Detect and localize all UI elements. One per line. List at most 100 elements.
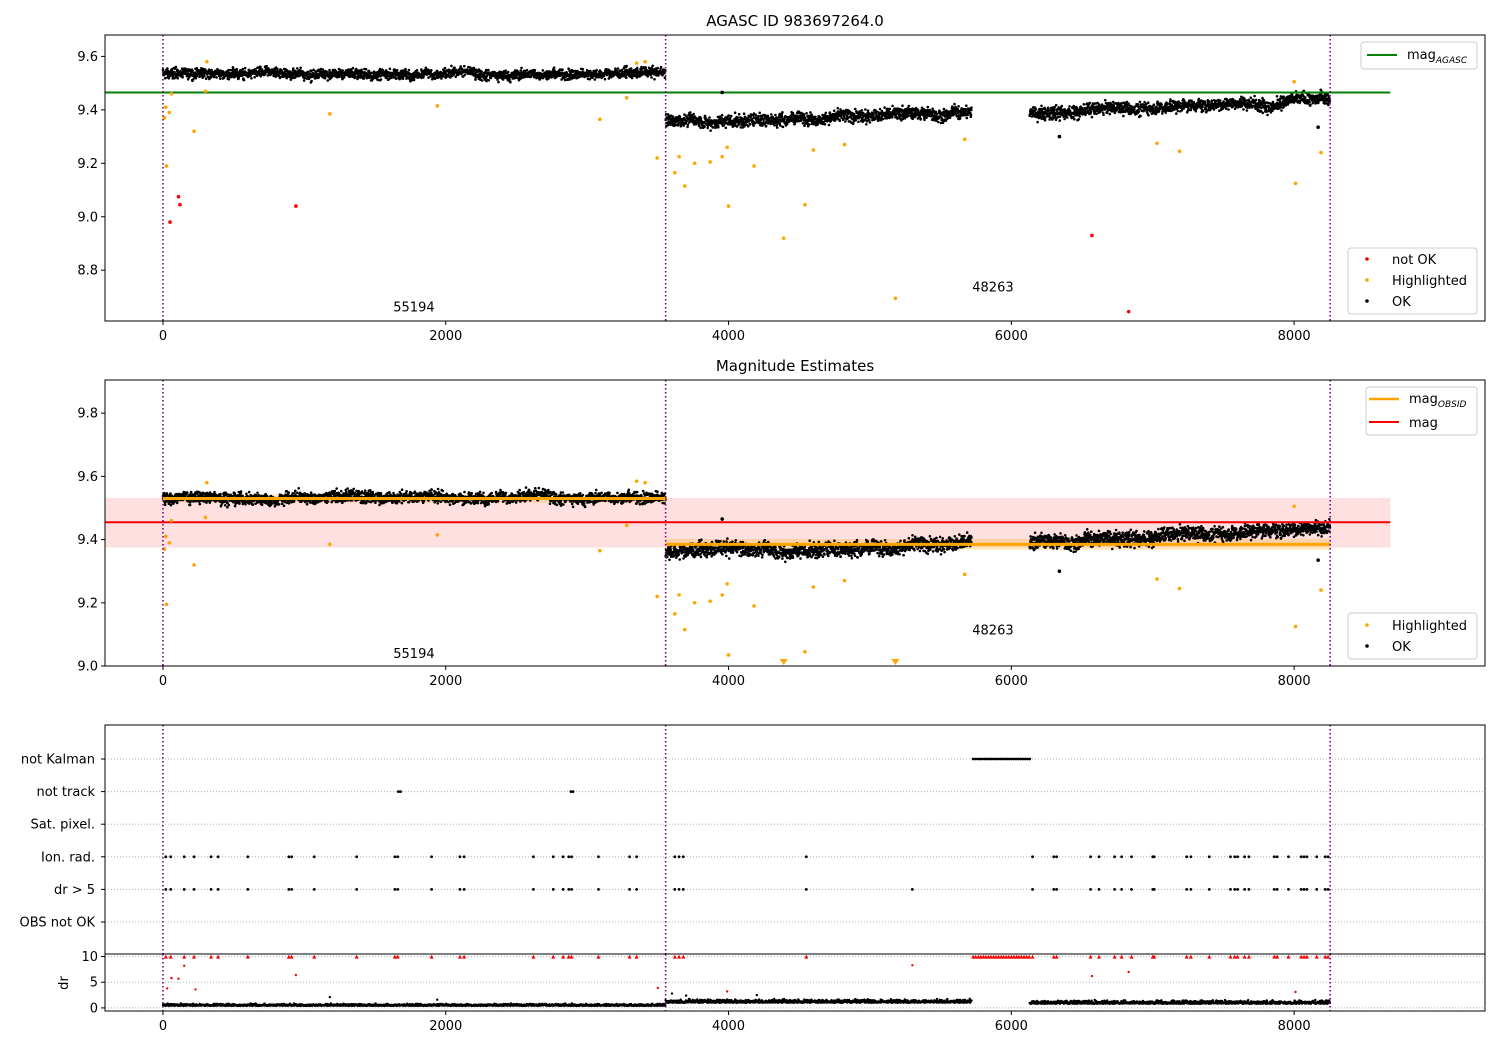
top-ok-point <box>218 77 222 80</box>
top-ok-point <box>1102 113 1105 117</box>
top-ok-point <box>1275 95 1279 98</box>
top-ok-point <box>970 106 973 109</box>
top-ok-point <box>650 76 653 79</box>
top-ok-point <box>520 66 523 70</box>
top-ok-point <box>508 78 511 81</box>
top-ok-point <box>764 124 768 128</box>
top-ok-point <box>868 118 871 122</box>
top-ok-point <box>883 106 886 109</box>
top-ok-point <box>803 116 807 120</box>
top-ok-point <box>758 111 761 115</box>
top-ok-point <box>901 104 904 107</box>
top-ok-point <box>440 77 443 80</box>
top-ok-point <box>828 111 832 114</box>
top-ok-point <box>326 70 329 74</box>
top-ok-point <box>1147 114 1150 117</box>
top-ok-point <box>1136 103 1140 106</box>
top-ok-point <box>429 71 432 75</box>
top-ok-point <box>313 77 317 80</box>
top-ok-point <box>625 76 628 79</box>
top-ok-point <box>808 123 811 126</box>
top-ok-point <box>509 80 512 84</box>
top-ok-point <box>294 69 297 73</box>
top-ok-point <box>1316 125 1320 130</box>
top-ok-point <box>1147 101 1150 104</box>
top-xtick-label: 4000 <box>712 329 745 344</box>
top-ok-point <box>1046 106 1050 110</box>
top-ok-point <box>757 114 760 118</box>
top-point-legend: not OK Highlighted OK <box>1347 247 1478 315</box>
top-ok-point <box>729 114 733 118</box>
top-ok-point <box>602 74 606 78</box>
top-ok-point <box>864 108 867 111</box>
top-ok-point <box>965 116 969 120</box>
top-xtick-label: 6000 <box>995 329 1028 344</box>
top-ok-point <box>861 111 865 115</box>
top-ok-point <box>260 68 264 71</box>
top-ok-point <box>708 116 711 119</box>
top-ok-point <box>785 122 789 126</box>
top-ok-point <box>232 67 235 71</box>
top-ok-point <box>167 77 171 80</box>
top-ok-point <box>774 113 777 117</box>
top-ok-point <box>752 124 755 127</box>
top-ok-point <box>378 67 382 71</box>
top-ok-point <box>191 78 195 81</box>
top-ok-point <box>474 78 477 81</box>
top-ok-point <box>1227 108 1230 111</box>
top-highlighted-point <box>673 170 677 175</box>
top-ok-point <box>215 76 218 79</box>
top-ok-point <box>484 68 488 72</box>
middle-title: Magnitude Estimates <box>716 357 874 375</box>
top-ok-point <box>454 75 458 78</box>
top-ok-point <box>692 112 695 116</box>
top-ok-point <box>685 119 688 123</box>
top-ok-point <box>412 78 416 82</box>
top-ok-point <box>186 78 190 81</box>
top-ok-point <box>762 118 765 122</box>
top-highlighted-point <box>598 117 602 121</box>
top-ok-point <box>781 125 785 129</box>
top-ok-point <box>581 68 585 71</box>
top-ok-point <box>395 68 399 72</box>
top-ok-point <box>427 76 430 79</box>
top-ok-point <box>1254 98 1258 102</box>
top-ok-point <box>937 120 940 124</box>
top-ok-point <box>646 75 650 78</box>
legend-ok-swatch <box>1365 299 1369 303</box>
top-ok-point <box>1133 108 1136 111</box>
top-ok-point <box>394 77 398 80</box>
top-ok-point <box>957 105 960 108</box>
top-ok-point <box>308 72 312 76</box>
top-ok-point <box>1089 110 1093 114</box>
top-highlighted-point <box>167 110 172 115</box>
top-ok-point <box>361 74 364 78</box>
top-ok-point <box>364 67 368 71</box>
top-highlighted-point <box>811 148 816 152</box>
top-ok-point <box>242 78 246 82</box>
top-ok-point <box>699 117 703 120</box>
top-not-ok-point <box>1126 309 1131 314</box>
top-ok-point <box>302 79 306 82</box>
top-ok-point <box>653 78 656 81</box>
top-ok-point <box>1066 116 1069 119</box>
top-ok-point <box>1204 107 1208 111</box>
top-ok-point <box>204 77 208 80</box>
top-ok-point <box>317 76 320 79</box>
top-ok-point <box>1043 119 1047 122</box>
top-ok-point <box>727 114 730 117</box>
top-ok-point <box>219 69 222 72</box>
top-highlighted-point <box>1155 141 1159 146</box>
top-ok-point <box>181 76 184 79</box>
top-not-ok-point <box>178 202 182 207</box>
top-highlighted-point <box>169 92 174 96</box>
top-ok-point <box>706 126 709 130</box>
top-xtick-label: 8000 <box>1278 329 1311 344</box>
top-ok-point <box>299 66 303 70</box>
top-ok-point <box>965 104 968 107</box>
top-ok-point <box>1054 103 1058 107</box>
top-highlighted-point <box>1293 181 1298 186</box>
top-ok-point <box>235 67 238 71</box>
top-ok-point <box>506 70 510 74</box>
